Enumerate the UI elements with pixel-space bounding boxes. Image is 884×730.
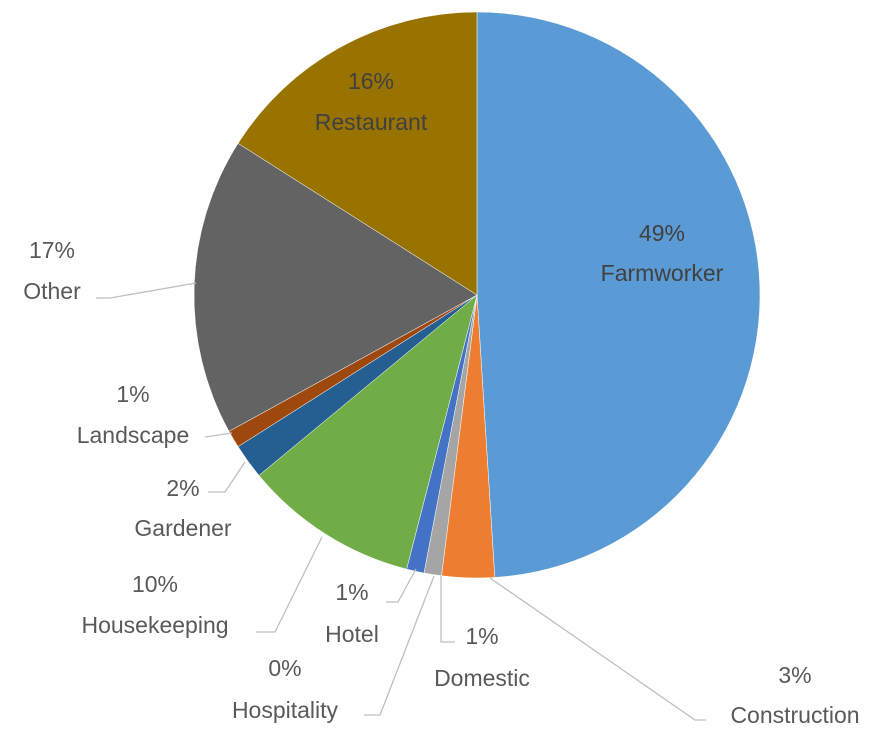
data-label-value: 3% [778, 662, 811, 688]
data-label-value: 17% [29, 237, 75, 263]
leader-line [364, 575, 435, 716]
data-label-category: Domestic [434, 665, 530, 691]
data-label-value: 49% [639, 220, 685, 246]
pie-slice [237, 11, 478, 296]
leader-line [386, 568, 417, 603]
leader-line [208, 461, 246, 493]
data-label-value: 1% [335, 579, 368, 605]
data-label-category: Restaurant [315, 109, 428, 135]
data-label-category: Farmworker [601, 260, 724, 286]
data-label-category: Construction [730, 702, 859, 728]
data-label-category: Hotel [325, 621, 379, 647]
data-label-value: 2% [166, 475, 199, 501]
data-label-category: Gardener [134, 515, 232, 541]
data-label-category: Landscape [77, 422, 190, 448]
leader-line [489, 577, 706, 721]
data-label-category: Housekeeping [81, 612, 228, 638]
pie-slice [258, 294, 478, 570]
data-label-value: 1% [465, 623, 498, 649]
leader-line [440, 576, 455, 643]
leader-line [256, 536, 323, 633]
leader-line [204, 432, 233, 438]
data-label-value: 10% [132, 571, 178, 597]
data-label-category: Other [23, 278, 81, 304]
pie-slice [476, 11, 761, 578]
leader-line [96, 282, 197, 299]
data-label-value: 1% [116, 381, 149, 407]
data-label-value: 0% [268, 655, 301, 681]
data-label-category: Hospitality [232, 697, 339, 723]
pie-slice [193, 143, 478, 432]
data-label-value: 16% [348, 68, 394, 94]
